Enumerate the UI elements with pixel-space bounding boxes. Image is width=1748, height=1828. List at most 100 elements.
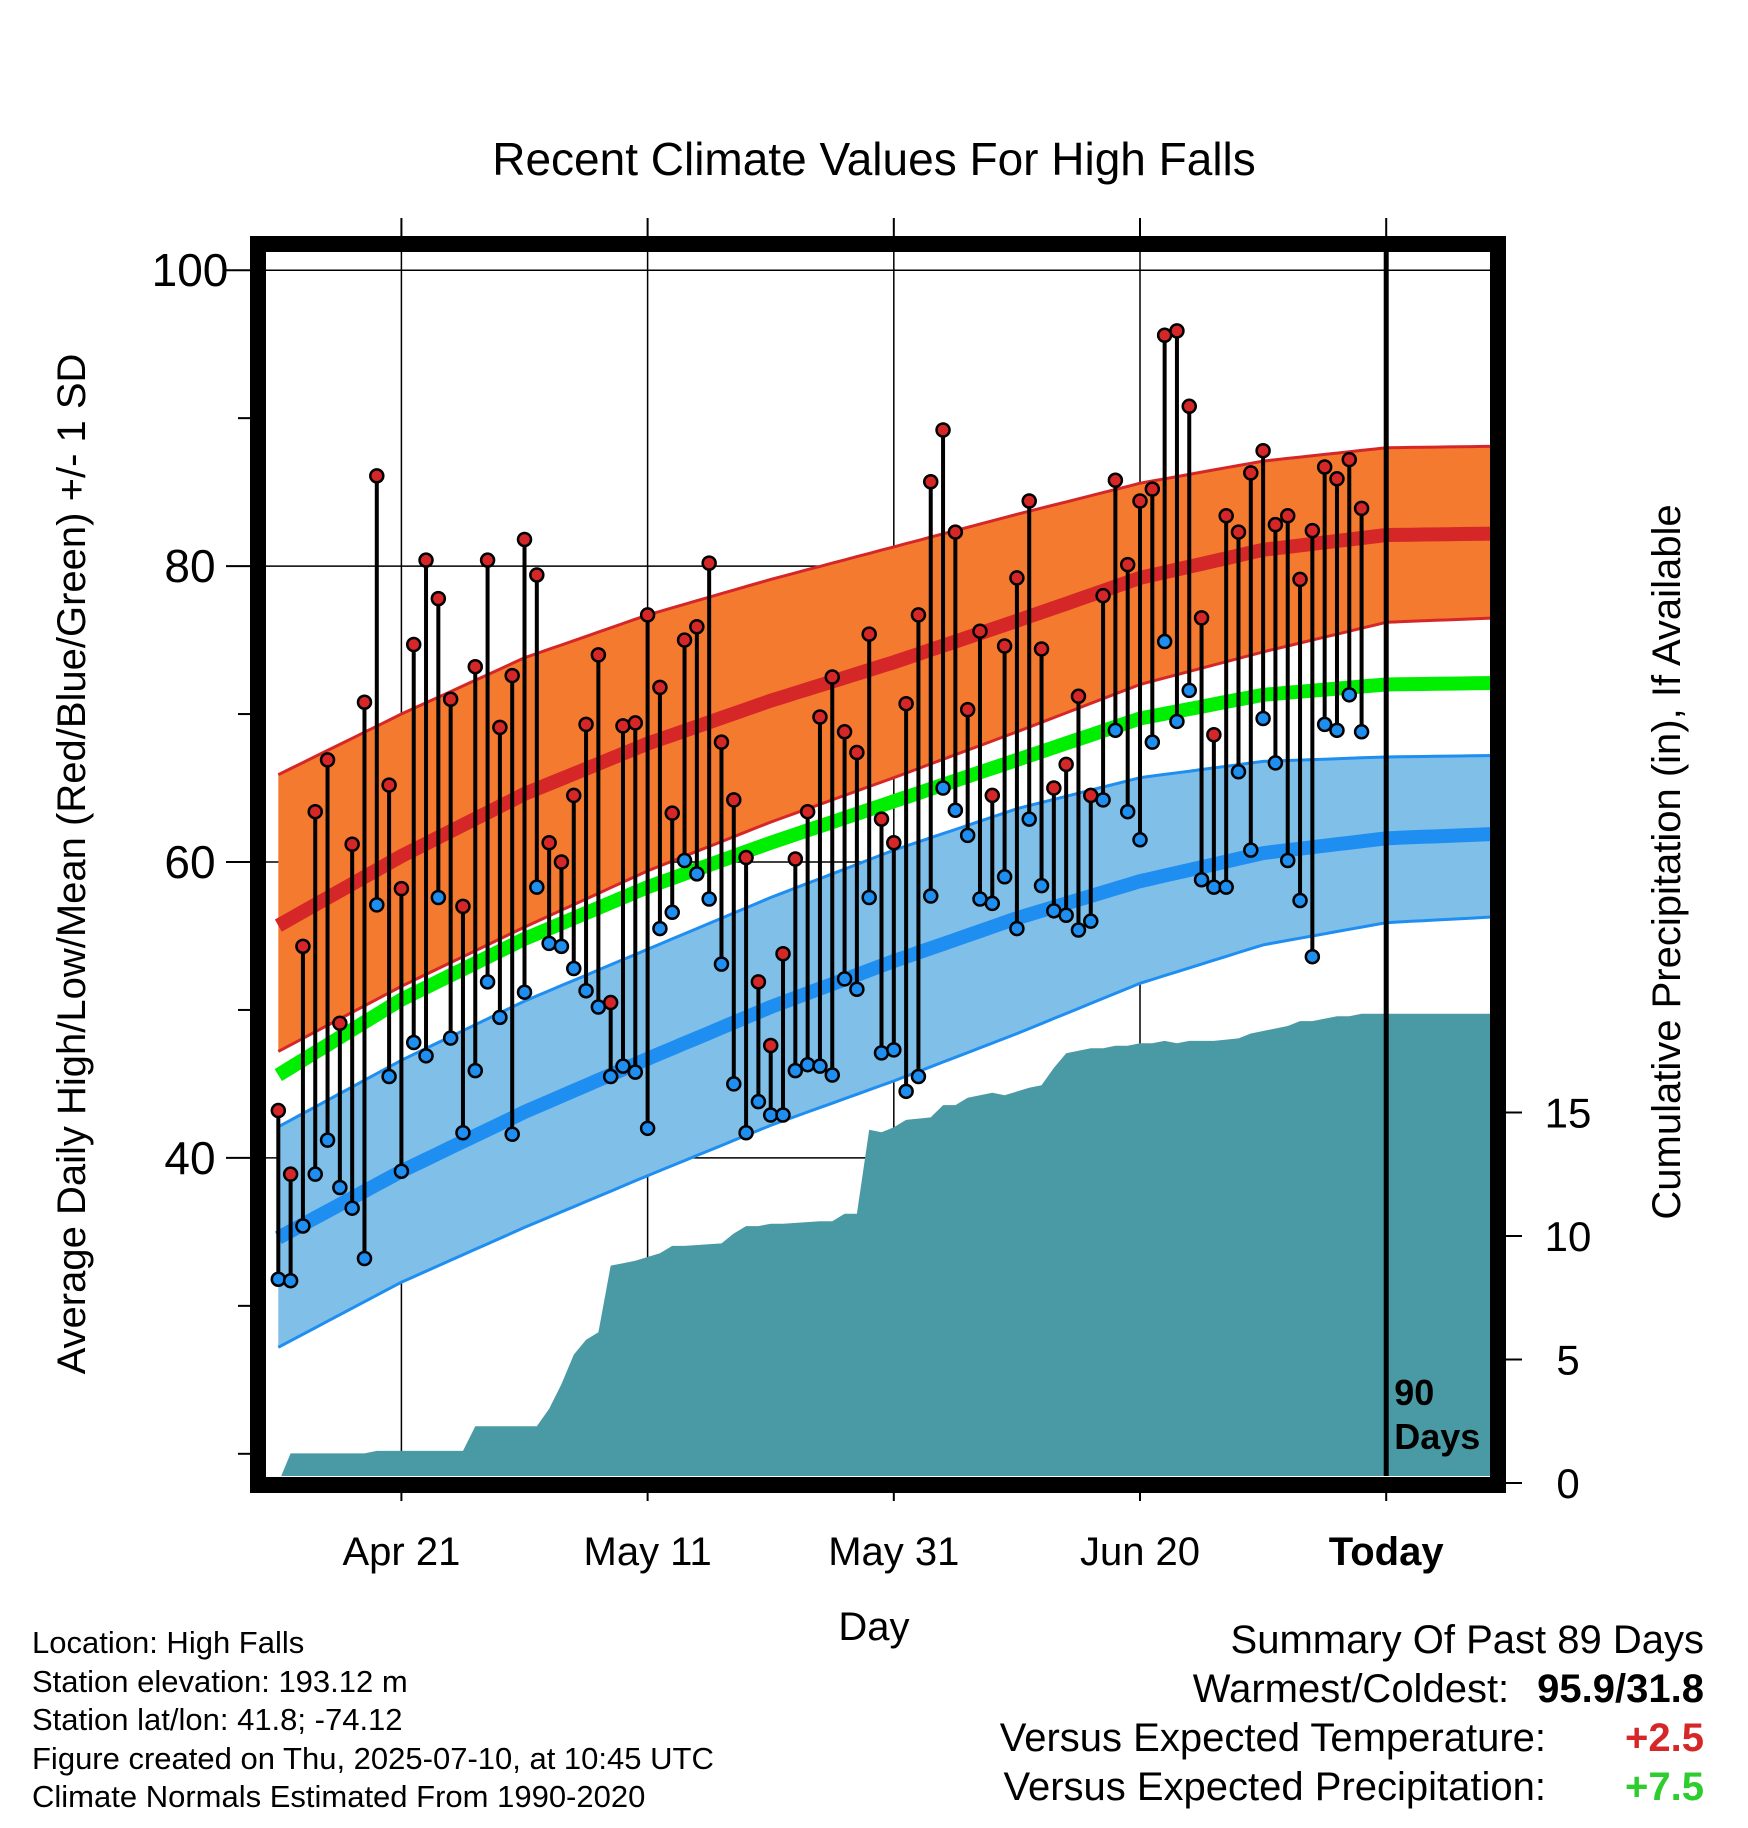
low-sd-lower-line [277, 915, 1498, 1349]
observed-low-point [849, 981, 865, 997]
precip-area [281, 1013, 1497, 1476]
observed-low-point [935, 780, 951, 796]
observed-low-point [726, 1076, 742, 1092]
warm-cold-row: Warmest/Coldest: 95.9/31.8 [804, 1667, 1704, 1716]
observed-low-point [307, 1166, 323, 1182]
axes: Apr 21 May 11 May 31 Jun 20 Today 40 60 80 100 0 5… [152, 218, 1592, 1574]
observed-high-point [910, 607, 927, 623]
observed-low-point [947, 802, 964, 818]
observed-high-point [1169, 323, 1185, 339]
observed-high-point [1046, 780, 1062, 796]
observed-low-point [516, 984, 533, 1000]
observed-low-point [652, 920, 668, 937]
observed-high-point [726, 792, 742, 808]
observed-low-point [1144, 734, 1161, 750]
observed-low-point [553, 938, 570, 955]
summary-title: Summary Of Past 89 Days [1230, 1618, 1704, 1662]
precip-value: +7.5 [1625, 1765, 1704, 1809]
plot-frame [250, 236, 1506, 1493]
observed-low-point [566, 960, 582, 977]
observed-high-point [344, 836, 360, 852]
normals-text: Climate Normals Estimated From 1990-2020 [32, 1779, 646, 1814]
observed-high-point [898, 695, 914, 712]
y-tick-label: 80 [164, 540, 215, 592]
y2-tick-label: 0 [1556, 1460, 1579, 1507]
observed-low-point [1255, 710, 1271, 727]
observed-low-point [418, 1048, 434, 1064]
observed-low-point [479, 974, 496, 990]
observed-high-point [442, 691, 459, 708]
observed-high-point [1132, 493, 1148, 509]
observed-low-point [959, 827, 976, 844]
observed-high-point [639, 607, 656, 623]
observed-high-point [984, 787, 1001, 804]
observed-low-point [1206, 879, 1222, 895]
observed-low-point [972, 891, 988, 907]
observed-low-point [442, 1030, 459, 1046]
observed-high-point [1255, 442, 1271, 459]
observed-high-point [799, 803, 816, 820]
observed-high-point [762, 1037, 779, 1054]
x-tick-label: Apr 21 [342, 1530, 460, 1574]
observed-high-point [504, 667, 520, 684]
observed-low-point [541, 935, 557, 952]
temp-value: +2.5 [1625, 1716, 1704, 1760]
observed-low-point [1070, 922, 1087, 938]
observed-high-point [492, 719, 508, 736]
observed-high-point [369, 468, 385, 484]
observed-high-point [676, 632, 693, 648]
observed-high-point [1329, 471, 1345, 487]
observed-low-point [282, 1272, 299, 1289]
observed-low-point [381, 1068, 397, 1085]
observed-high-point [282, 1166, 299, 1182]
observed-high-point [1193, 610, 1210, 626]
observed-low-point [750, 1093, 767, 1110]
observed-high-point [1230, 524, 1247, 540]
observed-high-point [1267, 516, 1284, 533]
observed-high-point [332, 1015, 348, 1032]
observed-high-point [455, 898, 471, 915]
observed-high-point [849, 744, 865, 761]
observed-high-point [295, 938, 311, 955]
observed-low-point [1156, 633, 1173, 650]
x-tick-label: May 11 [584, 1530, 712, 1574]
observed-low-point [1279, 852, 1296, 869]
observed-high-point [812, 709, 828, 725]
y2-tick-label: 5 [1556, 1337, 1579, 1384]
observed-high-point [356, 694, 373, 710]
y-tick-label: 100 [152, 244, 229, 296]
y2-tick-label: 15 [1545, 1090, 1592, 1137]
observed-high-point [701, 555, 717, 571]
observed-low-point [270, 1271, 287, 1287]
observed-low-point [1021, 811, 1037, 827]
observed-high-point [886, 835, 902, 851]
observed-low-point [738, 1125, 754, 1141]
elevation-text: Station elevation: 193.12 m [32, 1663, 408, 1699]
summary-panel: Summary Of Past 89 Days Warmest/Coldest:… [804, 1618, 1704, 1814]
observed-high-point [689, 619, 705, 635]
summary-title-row: Summary Of Past 89 Days [804, 1618, 1704, 1667]
y-tick-label: 40 [164, 1132, 215, 1184]
observed-high-point [319, 752, 336, 768]
observed-low-point [1046, 903, 1062, 919]
observed-low-point [762, 1107, 779, 1123]
observed-high-point [922, 474, 939, 490]
observed-low-point [664, 904, 680, 921]
observed-low-point [344, 1200, 360, 1216]
observed-high-point [775, 945, 791, 962]
observed-high-point [1009, 570, 1025, 586]
observed-high-point [972, 623, 988, 639]
observed-low-point [873, 1045, 890, 1061]
observed-high-point [1206, 727, 1222, 743]
observed-high-point [1316, 459, 1333, 475]
observed-low-point [1132, 832, 1148, 848]
observed-high-point [529, 567, 545, 583]
x-tick-label: May 31 [828, 1530, 959, 1574]
observed-high-point [1033, 641, 1050, 657]
today-marker-label: 90 Days [1394, 1372, 1480, 1457]
observed-low-point [775, 1107, 791, 1123]
observed-high-point [1144, 481, 1161, 497]
observed-low-point [996, 869, 1013, 885]
observed-low-point [787, 1062, 804, 1079]
observed-low-point [1107, 722, 1124, 739]
